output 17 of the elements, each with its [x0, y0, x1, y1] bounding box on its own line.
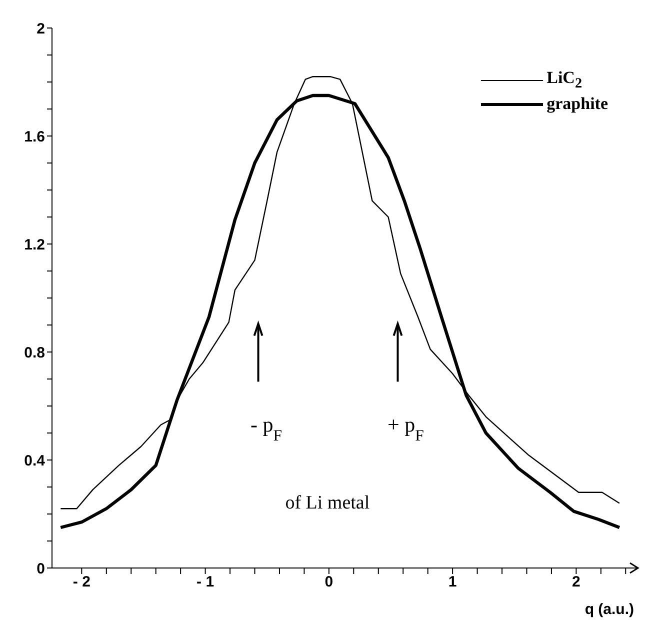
- legend-label: graphite: [546, 94, 608, 114]
- annotation: - p$_{F}$: [250, 412, 282, 444]
- x-tick-label: - 1: [196, 574, 214, 591]
- y-tick-label: 1.2: [24, 236, 45, 254]
- annotation: of Li metal: [285, 492, 370, 514]
- x-tick-label: 2: [572, 574, 580, 591]
- legend-label: LiC$_{2}$: [546, 68, 582, 92]
- y-tick-label: 0.4: [24, 452, 46, 470]
- y-tick-label: 0.8: [24, 344, 45, 362]
- y-tick-label: 1.6: [24, 128, 45, 146]
- y-tick-label: 0: [36, 560, 45, 578]
- y-tick-label: 2: [36, 20, 45, 38]
- x-tick-label: 0: [324, 574, 334, 591]
- x-axis-title: q (a.u.): [584, 601, 634, 618]
- x-tick-label: 1: [448, 574, 457, 591]
- x-tick-label: - 2: [72, 574, 90, 591]
- annotation: + p$_{F}$: [388, 412, 424, 444]
